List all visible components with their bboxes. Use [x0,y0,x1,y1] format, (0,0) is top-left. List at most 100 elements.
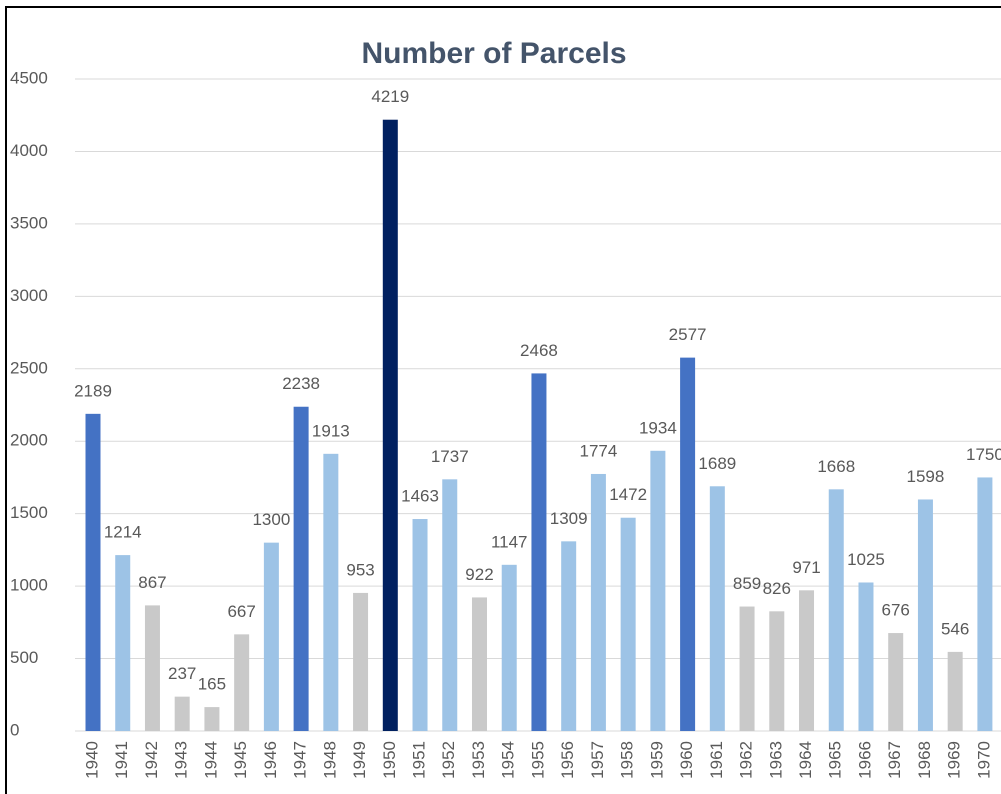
y-tick-label: 500 [10,648,38,667]
data-label: 2468 [520,341,558,360]
data-label: 1598 [907,467,945,486]
x-tick-label: 1947 [291,741,310,779]
y-tick-label: 1500 [10,503,48,522]
x-tick-label: 1960 [677,741,696,779]
x-tick-label: 1956 [558,741,577,779]
data-label: 1463 [401,487,439,506]
data-label: 1737 [431,447,469,466]
bar [471,597,487,731]
x-tick-label: 1952 [439,741,458,779]
y-tick-label: 3500 [10,213,48,232]
x-tick-label: 1945 [231,741,250,779]
x-tick-label: 1965 [826,741,845,779]
x-tick-label: 1967 [885,741,904,779]
data-label: 1750 [966,445,1001,464]
bar [561,541,577,731]
bar [293,406,309,731]
data-label: 1668 [817,457,855,476]
bar [828,489,844,731]
bar [917,499,933,731]
x-tick-label: 1949 [350,741,369,779]
x-tick-label: 1941 [112,741,131,779]
bar [620,517,636,731]
x-tick-label: 1961 [707,741,726,779]
x-tick-label: 1970 [974,741,993,779]
data-label: 237 [168,664,196,683]
data-label: 859 [733,574,761,593]
data-label: 1214 [104,523,142,542]
bar [590,473,606,731]
data-label: 4219 [371,87,409,106]
bar [501,564,517,731]
bar [769,611,785,731]
bar [888,633,904,731]
x-tick-label: 1951 [410,741,429,779]
data-label: 1913 [312,421,350,440]
x-tick-label: 1940 [82,741,101,779]
bar [799,590,815,731]
bar [531,373,547,731]
y-tick-label: 2000 [10,431,48,450]
data-label: 922 [465,565,493,584]
data-label: 971 [792,558,820,577]
x-tick-label: 1966 [855,741,874,779]
bar [858,582,874,731]
data-label: 2238 [282,374,320,393]
bar [263,542,279,731]
data-label: 546 [941,619,969,638]
x-tick-label: 1946 [261,741,280,779]
data-label: 826 [763,579,791,598]
bar [442,479,458,731]
data-label: 1689 [698,454,736,473]
bar [353,592,369,731]
data-label: 676 [882,601,910,620]
bar [412,519,428,731]
x-tick-label: 1950 [380,741,399,779]
x-tick-label: 1969 [945,741,964,779]
bar [947,651,963,731]
bar [323,453,339,731]
y-tick-label: 3000 [10,286,48,305]
bar [85,413,101,731]
bar [144,605,160,731]
y-tick-label: 1000 [10,576,48,595]
bar [234,634,250,731]
bar [739,606,755,731]
x-tick-label: 1962 [737,741,756,779]
bar [680,357,696,731]
x-tick-label: 1957 [588,741,607,779]
x-tick-label: 1944 [201,741,220,779]
bar [115,555,131,731]
x-tick-label: 1954 [499,741,518,779]
data-label: 1472 [609,485,647,504]
x-tick-label: 1953 [469,741,488,779]
x-tick-label: 1943 [172,741,191,779]
data-label: 2577 [669,325,707,344]
y-tick-label: 4500 [10,68,48,87]
data-label: 1934 [639,418,677,437]
x-tick-label: 1963 [766,741,785,779]
bar [709,486,725,731]
data-label: 2189 [74,381,112,400]
data-label: 867 [138,573,166,592]
x-tick-label: 1955 [528,741,547,779]
data-label: 1774 [579,441,617,460]
x-tick-label: 1948 [320,741,339,779]
x-tick-label: 1959 [647,741,666,779]
y-tick-label: 2500 [10,358,48,377]
y-tick-label: 0 [10,720,19,739]
data-label: 1300 [252,510,290,529]
data-label: 1147 [491,532,528,551]
data-label: 1309 [550,509,588,528]
chart-title: Number of Parcels [361,37,626,70]
data-label: 165 [198,675,226,694]
data-label: 1025 [847,550,885,569]
bar [382,119,398,732]
bar [174,696,190,731]
x-tick-label: 1942 [142,741,161,779]
bar [204,707,220,731]
bar [977,477,993,731]
data-label: 953 [346,560,374,579]
data-label: 667 [227,602,255,621]
